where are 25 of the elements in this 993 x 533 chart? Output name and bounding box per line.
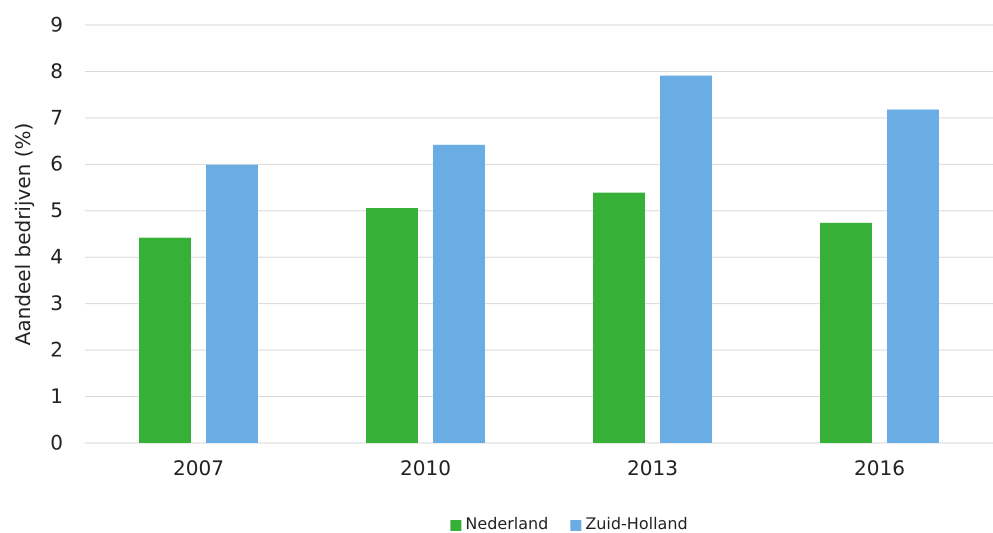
bar	[593, 192, 645, 443]
x-tick-label: 2016	[854, 456, 905, 480]
bar	[887, 110, 939, 443]
y-tick-label: 2	[50, 338, 63, 362]
bar	[820, 222, 872, 443]
y-tick-label: 3	[50, 291, 63, 316]
bar	[206, 164, 258, 443]
bar	[366, 208, 418, 443]
y-tick-label: 1	[50, 384, 63, 408]
y-tick-label: 9	[50, 12, 63, 36]
y-tick-label: 0	[50, 430, 63, 454]
y-tick-label: 5	[50, 198, 63, 222]
y-axis-title: Aandeel bedrijven (%)	[11, 122, 35, 346]
x-tick-label: 2013	[627, 456, 678, 480]
bar	[139, 238, 191, 443]
legend-label: Nederland	[465, 514, 548, 533]
legend-label: Zuid-Holland	[585, 514, 688, 533]
x-tick-label: 2010	[400, 456, 451, 480]
bar	[433, 144, 485, 443]
y-tick-label: 7	[50, 105, 63, 130]
y-tick-label: 4	[50, 244, 63, 269]
y-tick-label: 6	[50, 152, 63, 176]
y-tick-label: 8	[50, 58, 63, 83]
x-tick-label: 2007	[173, 456, 224, 480]
bar	[660, 76, 712, 443]
